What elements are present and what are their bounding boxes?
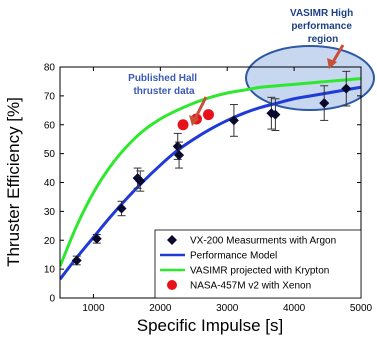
diamond-marker [71, 255, 82, 266]
vx200-data-point [270, 98, 281, 132]
xenon-data-point [202, 109, 214, 121]
hall-annotation-line-1: Published Hall [128, 73, 197, 84]
legend-label-krypton: VASIMR projected with Krypton [190, 266, 329, 277]
diamond-marker [228, 115, 239, 126]
region-annotation-line-2: performance [291, 21, 352, 32]
legend-diamond-marker [167, 235, 177, 245]
y-tick-label: 0 [49, 294, 55, 305]
vx200-data-point [91, 233, 102, 244]
y-tick-label: 10 [44, 265, 56, 276]
legend-item-model: Performance Model [160, 251, 277, 262]
hall-annotation-arrow [189, 96, 208, 126]
vx200-data-point [135, 170, 146, 192]
x-tick-label: 1000 [82, 303, 105, 314]
svg-text:Published Hall thruste: Published Hall thruster data [128, 73, 200, 97]
legend-box [154, 229, 362, 299]
diamond-marker [172, 141, 183, 152]
vx200-data-point [71, 255, 82, 266]
y-tick-label: 70 [44, 91, 56, 102]
performance-model-line [60, 85, 361, 281]
y-tick-label: 40 [44, 178, 56, 189]
xenon-data-point [177, 119, 189, 131]
hall-annotation-line-2: thruster data [133, 86, 195, 97]
diamond-marker [135, 176, 146, 187]
vx200-data-point [174, 141, 185, 169]
legend-label-xenon: NASA-457M v2 with Xenon [190, 281, 311, 292]
y-tick-label: 80 [44, 63, 56, 74]
y-tick-label: 50 [44, 149, 56, 160]
legend-label-model: Performance Model [190, 251, 277, 262]
diamond-marker [91, 233, 102, 244]
vx200-data-point [116, 200, 127, 217]
region-annotation-arrow [327, 44, 345, 69]
legend: VX-200 Measurments with Argon Performanc… [154, 229, 362, 299]
vx200-data-point [228, 104, 239, 137]
diamond-marker [116, 203, 127, 214]
diamond-marker [341, 83, 352, 94]
svg-text:VASIMR High performanc: VASIMR High performance region [290, 8, 356, 45]
diamond-marker [270, 109, 281, 120]
legend-red-circle [167, 280, 177, 290]
high-performance-region [245, 45, 375, 111]
y-tick-label: 60 [44, 120, 56, 131]
vx200-data-point [319, 85, 330, 121]
x-tick-label: 2000 [149, 303, 172, 314]
legend-label-vx200: VX-200 Measurments with Argon [190, 236, 336, 247]
vx200-data-point [341, 70, 352, 107]
legend-item-vx200: VX-200 Measurments with Argon [167, 235, 336, 247]
region-annotation-line-1: VASIMR High [290, 8, 353, 19]
legend-item-krypton: VASIMR projected with Krypton [160, 266, 329, 277]
x-tick-label: 3000 [216, 303, 239, 314]
diamond-marker [319, 98, 330, 109]
diamond-marker [174, 150, 185, 161]
x-tick-label: 5000 [350, 303, 373, 314]
y-tick-label: 30 [44, 207, 56, 218]
y-axis-label: Thruster Efficiency [%] [4, 97, 23, 267]
x-tick-label: 4000 [283, 303, 306, 314]
legend-item-xenon: NASA-457M v2 with Xenon [167, 280, 311, 292]
krypton-projection-line [60, 77, 361, 267]
x-axis-label: Specific Impulse [s] [137, 316, 283, 335]
hall-data-annotation: Published Hall thruster data [128, 73, 208, 126]
vasimr-region-annotation: VASIMR High performance region [290, 8, 356, 69]
region-annotation-line-3: region [308, 34, 339, 45]
y-tick-label: 20 [44, 236, 56, 247]
